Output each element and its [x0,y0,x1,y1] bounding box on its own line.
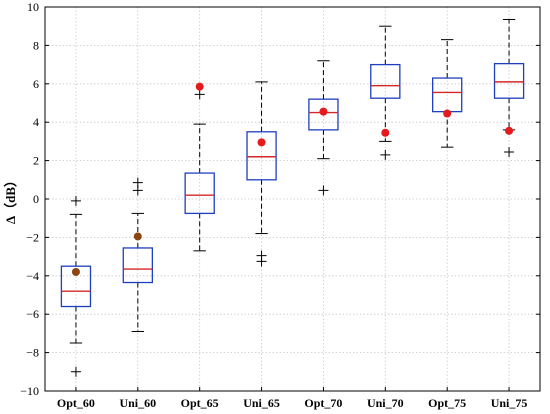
box-group-uni-60 [122,177,154,332]
y-tick-label: 10 [27,0,39,14]
outlier-marker [318,185,329,196]
iqr-box [60,265,92,308]
box-group-opt-65 [184,82,215,252]
x-tick-label: Opt_65 [181,396,219,410]
plot-frame [44,6,541,392]
mean-marker [257,138,266,147]
y-tick-label: 6 [33,77,39,91]
x-tick-label: Opt_75 [428,396,466,410]
iqr-box [184,172,215,215]
mean-marker [133,232,142,241]
y-tick-label: 2 [33,154,39,168]
outlier-marker [256,256,267,267]
x-tick-label: Uni_70 [367,396,404,410]
x-tick-label: Uni_65 [243,396,280,410]
iqr-box [493,62,525,99]
box-group-opt-75 [431,39,463,148]
iqr-box [246,131,277,181]
y-tick-label: −6 [26,307,39,321]
box-group-opt-60 [60,195,92,377]
x-tick-label: Opt_70 [304,396,342,410]
box-group-opt-70 [308,60,339,196]
mean-marker [319,107,328,116]
axis-layer: −10 −8 −6 −4 −2 0 2 4 6 8 10 Opt_60 Uni_60 Opt_65 Uni_… [20,0,541,410]
box-group-uni-70 [370,25,401,160]
box-group-uni-65 [246,81,277,267]
y-axis-label: Δ（dB） [3,174,18,224]
outlier-marker [504,146,515,157]
mean-marker [381,128,390,137]
outlier-marker [70,195,81,206]
x-tick-label: Opt_60 [57,396,95,410]
y-tick-label: −2 [26,230,39,244]
iqr-box [370,63,401,99]
outlier-marker [70,366,81,377]
box-group-uni-75 [493,18,525,157]
y-tick-label: −8 [26,346,39,360]
mean-marker [443,109,452,118]
y-tick-label: −10 [20,384,39,398]
outlier-marker [380,149,391,160]
y-tick-label: −4 [26,269,39,283]
outlier-marker [194,89,205,100]
mean-marker [505,126,514,135]
y-tick-label: 4 [33,115,39,129]
box-layer [60,18,525,377]
mean-marker [195,82,204,91]
y-tick-label: 0 [33,192,39,206]
iqr-box [308,98,339,131]
mean-marker [71,267,80,276]
x-tick-label: Uni_60 [119,396,156,410]
outlier-marker [132,177,143,188]
iqr-box [122,247,154,284]
x-tick-label: Uni_75 [491,396,528,410]
y-tick-label: 8 [33,38,39,52]
